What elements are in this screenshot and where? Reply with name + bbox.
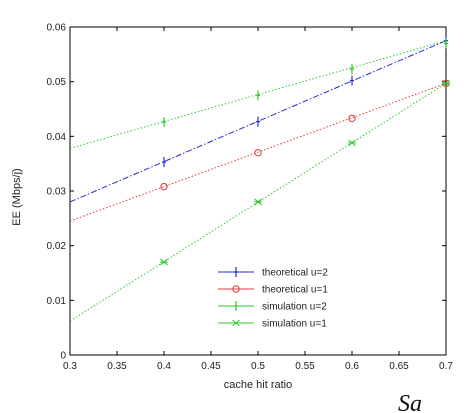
legend-marker-1 [234,267,238,277]
series-4-point [348,139,356,147]
legend-marker-3 [234,301,238,311]
legend-label-3: simulation u=2 [262,302,327,313]
series-2-point [160,182,168,191]
series-line-3 [69,40,447,149]
y-tick-label: 0.02 [47,241,67,252]
series-1-point [350,75,354,86]
x-tick-label: 0.45 [201,361,221,372]
y-axis-label: EE (Mbps/j) [11,168,23,225]
x-axis-label: cache hit ratio [224,379,292,391]
y-tick-label: 0.06 [47,23,67,34]
series-3-point [162,117,166,128]
x-tick-label: 0.65 [389,361,409,372]
y-tick-label: 0.01 [47,296,67,307]
x-tick-label: 0.35 [107,361,127,372]
x-tick-label: 0.3 [63,361,77,372]
y-tick-label: 0 [60,351,66,362]
series-1-point [162,157,166,168]
x-tick-label: 0.7 [439,361,453,372]
legend-label-4: simulation u=1 [262,319,327,330]
series-2-point [254,149,262,157]
legend-marker-2 [232,285,240,293]
y-tick-label: 0.05 [47,77,67,88]
legend-label-2: theoretical u=1 [262,285,328,296]
x-tick-label: 0.4 [157,361,171,372]
series-4-point [254,198,262,206]
legend-marker-4 [232,319,240,327]
series-2-point [348,114,356,122]
series-1-point [256,116,260,127]
y-tick-label: 0.04 [47,132,67,143]
series-line-2 [69,82,447,222]
series-4-point [160,258,168,266]
series-3-point [256,90,260,101]
series-4-point [442,79,450,87]
series-3-point [350,64,354,75]
legend: theoretical u=2 theoretical u=1 simulation… [212,260,359,336]
x-tick-label: 0.55 [295,361,315,372]
series-3-point [444,38,448,49]
legend-label-1: theoretical u=2 [262,268,328,279]
footer-text: Sa [398,391,422,413]
x-tick-label: 0.6 [345,361,359,372]
y-tick-label: 0.03 [47,187,67,198]
series-line-4 [69,82,447,322]
x-tick-label: 0.5 [251,361,265,372]
